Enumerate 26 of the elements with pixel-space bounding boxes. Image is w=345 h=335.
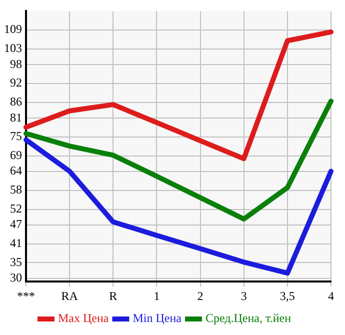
x-tick-label: 3 [240, 288, 247, 303]
y-tick-label: 81 [10, 110, 22, 124]
y-tick-label: 47 [10, 217, 22, 232]
y-tick-label: 30 [10, 270, 22, 285]
y-tick-label: 69 [10, 148, 22, 162]
y-tick-label: 103 [4, 41, 22, 56]
x-tick-label: 4 [328, 288, 334, 303]
y-tick-label: 98 [10, 56, 22, 71]
y-tick-label: 64 [10, 164, 22, 178]
y-tick-label: 86 [10, 94, 22, 109]
x-tick-label: 3,5 [280, 288, 295, 303]
legend-label: Max Цена [58, 311, 110, 326]
y-tick-label: 92 [10, 76, 22, 90]
x-tick-label: 1 [154, 288, 160, 303]
y-tick-label: 52 [10, 201, 22, 216]
x-tick-label: 2 [197, 288, 204, 303]
y-tick-label: 75 [10, 129, 22, 144]
x-tick-label: *** [17, 288, 35, 303]
y-tick-label: 58 [10, 182, 22, 197]
y-tick-label: 35 [10, 254, 22, 269]
x-tick-label: R [109, 288, 118, 303]
legend-label: Сред.Цена, т.йен [205, 311, 292, 326]
y-tick-label: 41 [10, 236, 22, 250]
y-tick-label: 109 [4, 22, 22, 36]
x-tick-label: RA [61, 288, 78, 303]
legend-label: Min Цена [132, 311, 182, 326]
